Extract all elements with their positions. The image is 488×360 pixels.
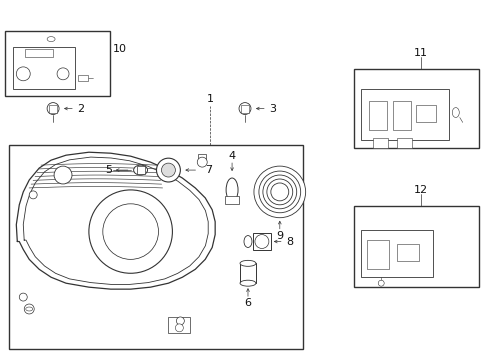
Text: 4: 4 [228, 151, 235, 161]
Text: 10: 10 [113, 44, 126, 54]
Bar [78, 75, 88, 81]
Bar [396, 243, 418, 261]
Text: 12: 12 [413, 185, 427, 195]
Bar [13, 47, 75, 89]
Ellipse shape [451, 108, 458, 117]
Circle shape [270, 183, 288, 201]
Circle shape [16, 67, 30, 81]
Bar [392, 100, 410, 130]
Ellipse shape [133, 165, 147, 175]
Bar [224, 196, 239, 204]
Ellipse shape [240, 280, 255, 286]
Circle shape [102, 204, 158, 260]
Circle shape [266, 179, 292, 205]
Text: 5: 5 [104, 165, 112, 175]
Circle shape [47, 103, 59, 114]
Text: 1: 1 [206, 94, 213, 104]
Circle shape [263, 175, 296, 209]
Circle shape [239, 103, 250, 114]
Circle shape [29, 191, 37, 199]
Bar [354, 206, 478, 287]
Circle shape [156, 158, 180, 182]
Bar [9, 145, 302, 349]
Circle shape [54, 166, 72, 184]
Bar [240, 264, 255, 283]
Circle shape [253, 166, 305, 218]
Bar [354, 69, 478, 148]
Ellipse shape [225, 178, 238, 202]
Ellipse shape [26, 307, 33, 311]
Bar [25, 49, 53, 57]
Bar [168, 317, 190, 333]
Bar [49, 105, 57, 113]
Bar [241, 105, 248, 113]
Circle shape [89, 190, 172, 273]
Bar [361, 230, 432, 277]
Text: 7: 7 [205, 165, 212, 175]
Circle shape [175, 324, 183, 332]
Bar [368, 100, 386, 130]
Bar [372, 138, 387, 148]
Circle shape [24, 304, 34, 314]
Circle shape [19, 293, 27, 301]
Circle shape [254, 235, 268, 248]
Text: 11: 11 [413, 48, 427, 58]
Ellipse shape [240, 260, 255, 266]
Circle shape [377, 280, 384, 286]
Ellipse shape [47, 37, 55, 41]
Text: 8: 8 [285, 237, 292, 247]
Bar [252, 233, 270, 251]
Bar [415, 105, 435, 122]
Circle shape [57, 68, 69, 80]
Circle shape [197, 157, 207, 167]
Text: 3: 3 [268, 104, 275, 113]
Ellipse shape [244, 235, 251, 247]
Bar [361, 89, 448, 140]
Text: 2: 2 [77, 104, 84, 113]
Circle shape [176, 317, 184, 325]
Bar [136, 166, 144, 174]
Bar [198, 154, 206, 160]
Circle shape [258, 171, 300, 213]
Text: 6: 6 [244, 298, 251, 308]
Text: 9: 9 [276, 230, 283, 240]
Bar [366, 239, 388, 269]
Bar [396, 138, 411, 148]
Bar [5, 31, 109, 96]
Circle shape [161, 163, 175, 177]
